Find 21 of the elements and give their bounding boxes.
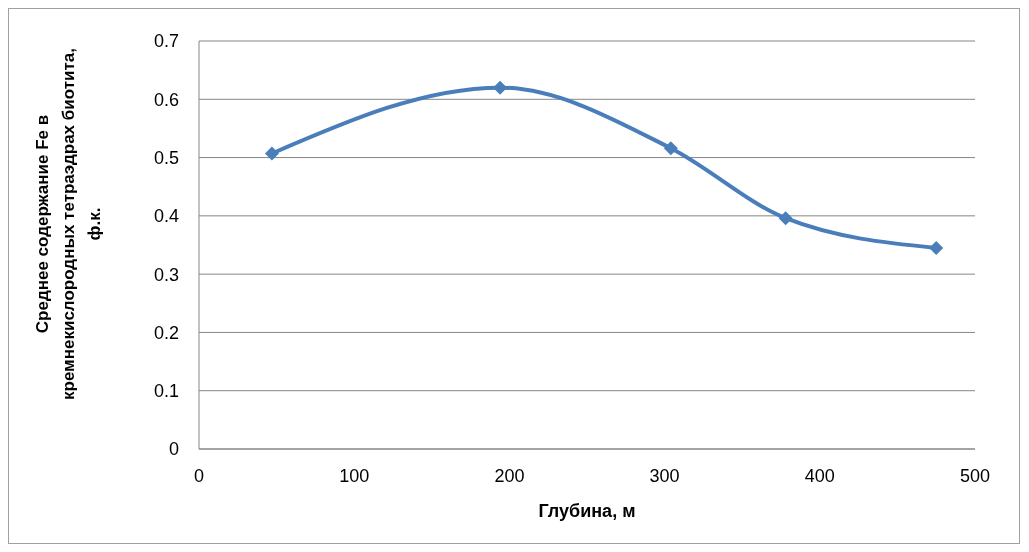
x-tick-label: 200: [494, 465, 525, 486]
y-axis-title: Среднее содержание Fe в кремнекислородных тетраэдрах биотита, ф.к.: [32, 47, 105, 402]
y-tick-label: 0.3: [153, 264, 179, 285]
point: [929, 240, 944, 255]
y-tick-label: 0.2: [153, 322, 179, 343]
y-tick-label: 0.6: [153, 89, 179, 110]
y-tick-label: 0.7: [153, 31, 179, 52]
x-tick-label: 0: [193, 465, 205, 486]
x-tick-label: 100: [339, 465, 370, 486]
y-tick-label: 0: [168, 439, 179, 460]
y-tick-label: 0.1: [153, 381, 179, 402]
x-axis-title: Глубина, м: [538, 501, 636, 521]
point: [778, 211, 793, 226]
x-tick-label: 300: [649, 465, 680, 486]
y-tick-label: 0.5: [153, 147, 179, 168]
point: [493, 80, 508, 95]
y-tick-label: 0.4: [153, 206, 179, 227]
point: [663, 141, 678, 156]
point: [264, 146, 279, 161]
x-tick-label: 400: [804, 465, 835, 486]
x-tick-label: 500: [959, 465, 991, 486]
